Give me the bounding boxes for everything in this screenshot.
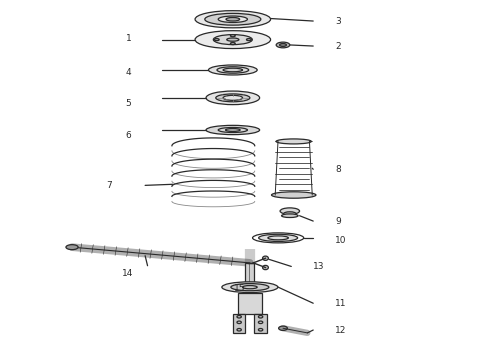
Ellipse shape (263, 256, 269, 260)
Ellipse shape (271, 192, 316, 198)
Text: 10: 10 (335, 236, 346, 245)
Bar (238, 293, 262, 314)
Ellipse shape (226, 18, 240, 21)
Text: 3: 3 (335, 17, 341, 26)
Ellipse shape (214, 39, 219, 41)
Ellipse shape (279, 326, 288, 330)
Ellipse shape (223, 68, 243, 72)
Ellipse shape (195, 11, 270, 28)
Ellipse shape (259, 234, 297, 242)
Ellipse shape (231, 284, 269, 291)
Ellipse shape (195, 31, 270, 49)
Text: 9: 9 (335, 217, 341, 226)
Ellipse shape (230, 42, 235, 45)
Ellipse shape (218, 16, 247, 22)
Bar (245, 263, 254, 285)
Text: 5: 5 (125, 99, 131, 108)
Text: 12: 12 (335, 325, 346, 334)
Ellipse shape (280, 208, 299, 214)
Ellipse shape (284, 212, 296, 216)
Ellipse shape (208, 65, 257, 75)
Ellipse shape (230, 35, 235, 37)
Ellipse shape (66, 245, 78, 249)
Ellipse shape (225, 129, 240, 131)
Ellipse shape (276, 42, 290, 48)
Text: 1: 1 (125, 35, 131, 44)
Ellipse shape (216, 94, 250, 102)
Ellipse shape (246, 39, 251, 41)
Ellipse shape (280, 44, 287, 46)
Ellipse shape (263, 265, 269, 270)
Text: 6: 6 (125, 131, 131, 140)
Ellipse shape (206, 125, 260, 135)
Ellipse shape (213, 35, 252, 45)
Ellipse shape (222, 282, 278, 293)
Text: 15: 15 (234, 284, 246, 293)
Text: 8: 8 (335, 165, 341, 174)
Text: 11: 11 (335, 299, 346, 308)
Bar (233, 314, 245, 333)
Ellipse shape (227, 38, 239, 41)
Text: 13: 13 (313, 262, 325, 271)
Text: 2: 2 (335, 41, 341, 50)
Ellipse shape (223, 95, 243, 100)
Ellipse shape (276, 139, 311, 144)
Text: 4: 4 (125, 68, 131, 77)
Ellipse shape (282, 214, 298, 217)
Ellipse shape (206, 91, 260, 105)
Bar (254, 314, 267, 333)
Text: 7: 7 (106, 181, 112, 190)
Text: 14: 14 (122, 269, 134, 278)
Ellipse shape (205, 13, 261, 25)
